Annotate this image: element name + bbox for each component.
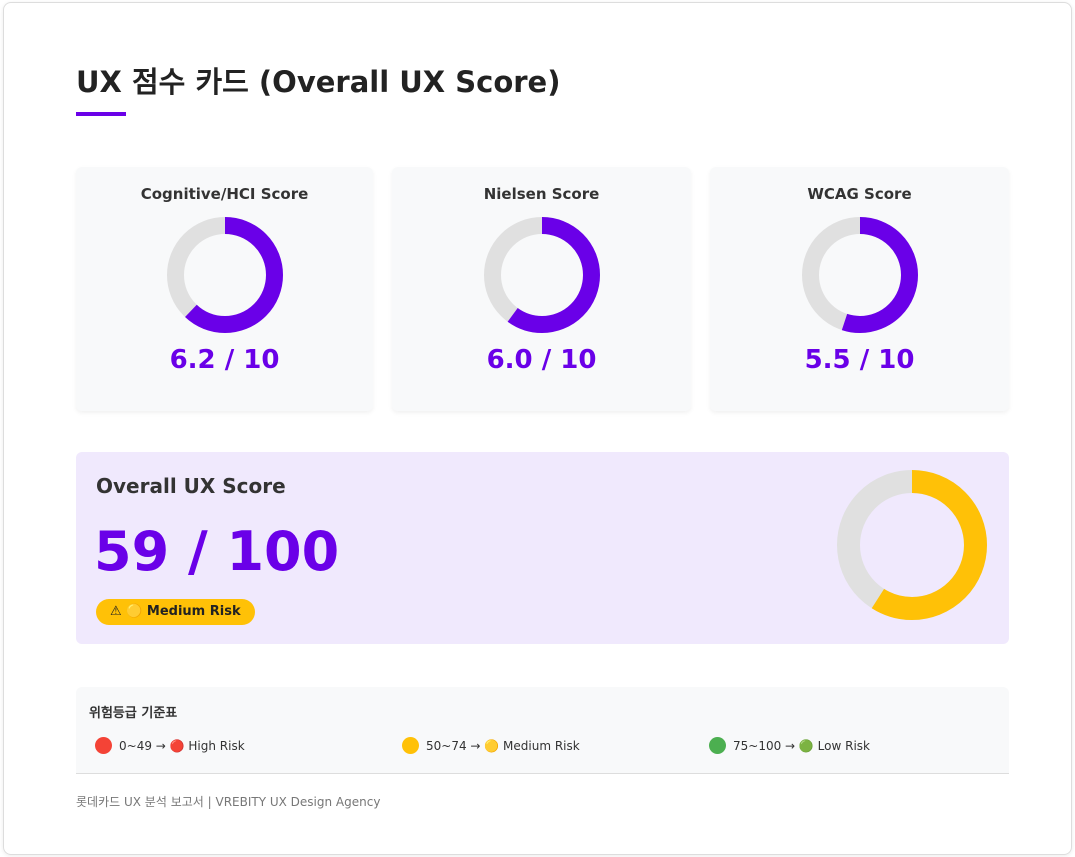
score-card: Cognitive/HCI Score 6.2 / 10 bbox=[76, 167, 373, 411]
page-title: UX 점수 카드 (Overall UX Score) bbox=[76, 65, 561, 99]
title-underline bbox=[76, 112, 126, 116]
card-donut bbox=[801, 217, 918, 333]
card-score: 6.2 / 10 bbox=[169, 345, 280, 375]
card-title: WCAG Score bbox=[807, 185, 912, 203]
card-donut bbox=[166, 217, 283, 333]
legend-label: 75~100 → 🟢 Low Risk bbox=[733, 738, 870, 753]
legend-dot bbox=[402, 737, 419, 754]
legend-dot bbox=[709, 737, 726, 754]
donut-arc bbox=[801, 217, 918, 333]
card-donut bbox=[483, 217, 600, 333]
legend-item: 50~74 → 🟡 Medium Risk bbox=[402, 737, 580, 754]
card-score: 5.5 / 10 bbox=[804, 345, 915, 375]
score-card: Nielsen Score 6.0 / 10 bbox=[392, 167, 691, 411]
legend-item: 75~100 → 🟢 Low Risk bbox=[709, 737, 870, 754]
legend-item: 0~49 → 🔴 High Risk bbox=[95, 737, 245, 754]
score-card: WCAG Score 5.5 / 10 bbox=[710, 167, 1009, 411]
card-title: Cognitive/HCI Score bbox=[140, 185, 309, 203]
legend-label: 0~49 → 🔴 High Risk bbox=[119, 738, 245, 753]
legend-title: 위험등급 기준표 bbox=[89, 706, 178, 721]
overall-donut bbox=[837, 470, 987, 620]
footer: 롯데카드 UX 분석 보고서 | VREBITY UX Design Agenc… bbox=[76, 795, 381, 809]
overall-title: Overall UX Score bbox=[96, 474, 286, 498]
overall-score: 59 / 100 bbox=[94, 520, 340, 583]
donut-arc bbox=[837, 470, 987, 620]
risk-legend: 위험등급 기준표 0~49 → 🔴 High Risk 50~74 → 🟡 Med… bbox=[76, 687, 1009, 774]
donut-arc bbox=[483, 217, 600, 333]
report-page: UX 점수 카드 (Overall UX Score) Cognitive/HC… bbox=[3, 2, 1072, 855]
risk-badge: ⚠ 🟡 Medium Risk bbox=[96, 599, 255, 625]
legend-label: 50~74 → 🟡 Medium Risk bbox=[426, 738, 580, 753]
overall-panel: Overall UX Score 59 / 100 ⚠ 🟡 Medium Ris… bbox=[76, 452, 1009, 644]
card-title: Nielsen Score bbox=[483, 185, 600, 203]
legend-dot bbox=[95, 737, 112, 754]
card-score: 6.0 / 10 bbox=[486, 345, 597, 375]
donut-arc bbox=[166, 217, 283, 333]
